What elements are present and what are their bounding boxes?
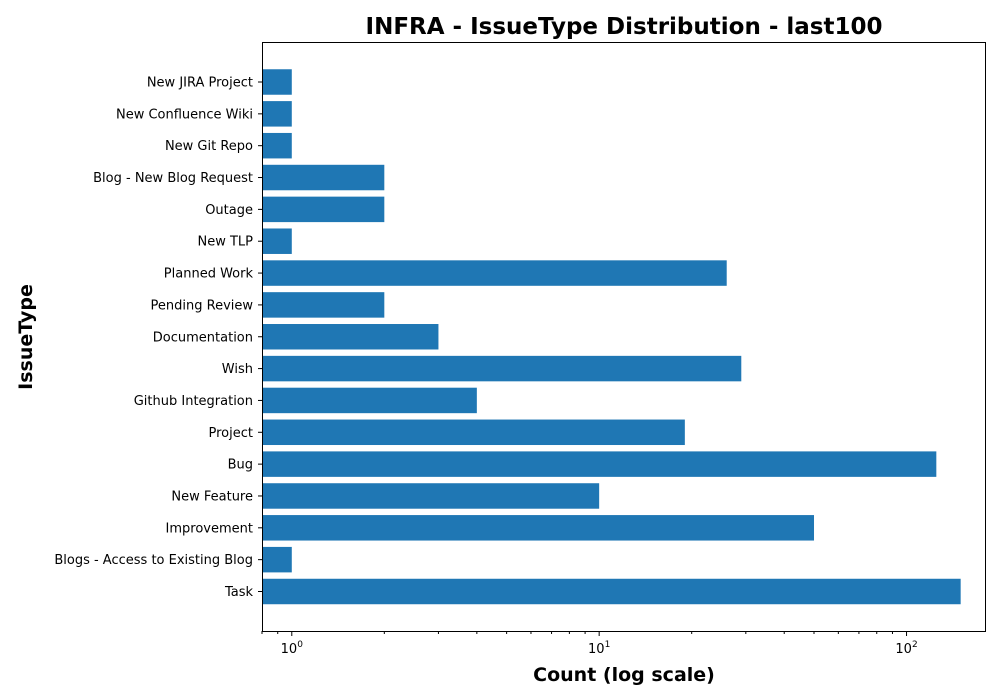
bar bbox=[262, 355, 742, 382]
bar bbox=[262, 515, 815, 541]
bar bbox=[262, 228, 292, 254]
y-tick-label: Outage bbox=[205, 203, 253, 218]
y-tick-label: Blog - New Blog Request bbox=[93, 171, 253, 186]
y-tick-label: New Confluence Wiki bbox=[116, 107, 253, 122]
y-tick-label: Blogs - Access to Existing Blog bbox=[54, 553, 253, 568]
x-tick-label: 100 bbox=[281, 640, 304, 657]
x-tick-label: 102 bbox=[895, 640, 917, 657]
bar bbox=[262, 419, 685, 446]
y-axis-ticks: Task Blogs - Access to Existing Blog Impro… bbox=[54, 76, 262, 600]
y-tick-label: New TLP bbox=[197, 235, 253, 250]
bar bbox=[262, 260, 727, 286]
x-tick-label: 101 bbox=[588, 640, 610, 657]
bar bbox=[262, 101, 292, 127]
bar bbox=[262, 132, 292, 159]
y-tick-label: Pending Review bbox=[151, 298, 254, 313]
y-tick-label: Task bbox=[224, 585, 254, 600]
y-tick-label: Documentation bbox=[153, 330, 253, 345]
bar bbox=[262, 451, 937, 477]
y-tick-label: New Feature bbox=[171, 489, 253, 504]
y-tick-label: Improvement bbox=[166, 521, 253, 536]
bar bbox=[262, 483, 600, 509]
bar bbox=[262, 164, 385, 191]
bar bbox=[262, 196, 385, 223]
bars-layer bbox=[262, 69, 961, 605]
y-tick-label: Project bbox=[209, 426, 253, 441]
bar bbox=[262, 324, 439, 350]
bar bbox=[262, 546, 292, 573]
y-tick-label: Bug bbox=[228, 458, 253, 473]
x-axis-ticks: 100 101 102 bbox=[261, 631, 918, 657]
y-tick-label: Planned Work bbox=[164, 267, 254, 282]
y-tick-label: Github Integration bbox=[134, 394, 253, 409]
y-tick-label: New JIRA Project bbox=[147, 76, 253, 91]
x-axis-label: Count (log scale) bbox=[533, 664, 715, 686]
y-tick-label: New Git Repo bbox=[165, 139, 253, 154]
bar bbox=[262, 387, 477, 414]
bar bbox=[262, 578, 961, 605]
plot-frame bbox=[262, 42, 986, 632]
chart-title: INFRA - IssueType Distribution - last100 bbox=[366, 14, 883, 40]
y-axis-label: IssueType bbox=[15, 284, 37, 390]
y-tick-label: Wish bbox=[222, 362, 253, 377]
bar bbox=[262, 69, 292, 95]
bar bbox=[262, 292, 385, 318]
